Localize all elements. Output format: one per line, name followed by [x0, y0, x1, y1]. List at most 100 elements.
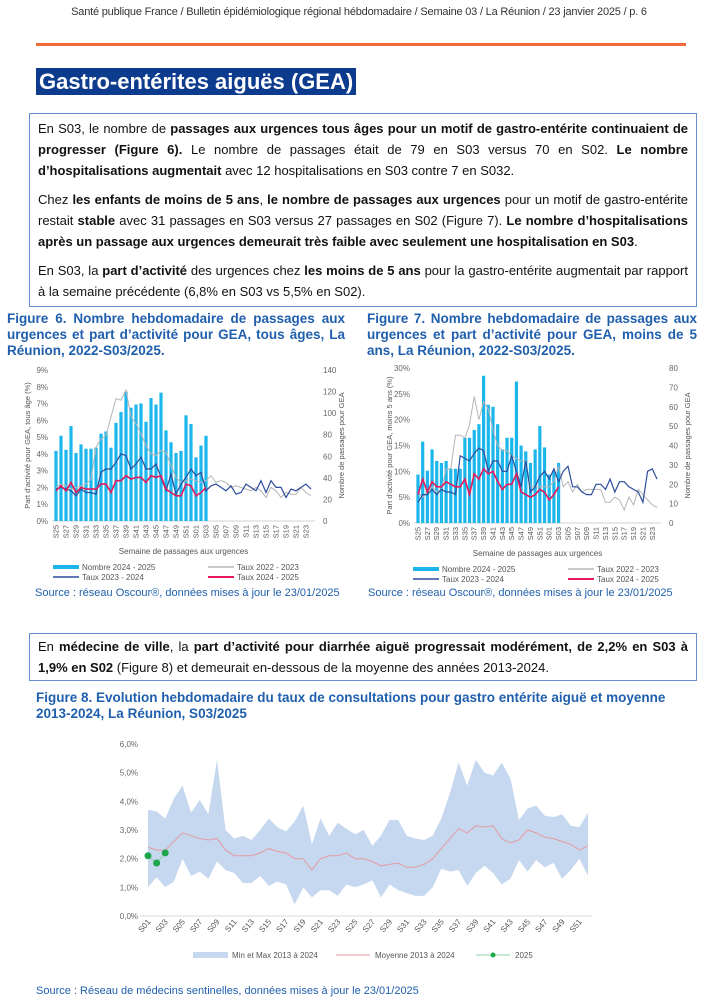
y2-tick-label: 20: [323, 495, 332, 504]
y-tick-label: 0%: [36, 517, 48, 526]
y2-tick-label: 140: [323, 366, 337, 375]
bar: [184, 415, 188, 521]
y2-tick-label: 80: [323, 431, 332, 440]
legend-label: Taux 2024 - 2025: [237, 573, 299, 582]
bar: [119, 412, 123, 521]
legend-label: Nombre 2024 - 2025: [82, 563, 156, 572]
bold-text: stable: [77, 213, 116, 228]
bar: [189, 423, 193, 521]
x-tick-label: S31: [82, 525, 91, 538]
bar: [154, 404, 158, 521]
paragraph: En S03, le nombre de passages aux urgenc…: [38, 118, 688, 181]
x-tick-label: S49: [172, 525, 181, 538]
paragraph: Chez les enfants de moins de 5 ans, le n…: [38, 189, 688, 252]
x-tick-label: S09: [232, 525, 241, 538]
y-tick-label: 7%: [36, 400, 48, 409]
bar: [134, 404, 138, 521]
bold-text: passages aux urgences tous âges pour un …: [38, 121, 689, 157]
x-tick-label: S51: [182, 525, 191, 538]
bar: [54, 450, 58, 521]
y-tick-label: 9%: [36, 366, 48, 375]
text: En: [38, 639, 60, 654]
y-tick-label: 5%: [36, 433, 48, 442]
x-tick-label: S15: [262, 525, 271, 538]
text: avec 12 hospitalisations en S03 contre 7…: [221, 163, 515, 178]
series-line: [55, 474, 207, 497]
bold-text: les moins de 5 ans: [304, 263, 421, 278]
y-tick-label: 3%: [36, 467, 48, 476]
bar: [89, 448, 93, 521]
x-axis-title: Semaine de passages aux urgences: [119, 547, 248, 556]
x-tick-label: S35: [102, 525, 111, 538]
figure-8-title: Figure 8. Evolution hebdomadaire du taux…: [36, 690, 666, 721]
bar: [129, 407, 133, 521]
x-tick-label: S21: [292, 525, 301, 538]
bar: [149, 398, 153, 521]
bold-text: médecine de ville: [59, 639, 170, 654]
bar: [194, 457, 198, 521]
x-tick-label: S01: [192, 525, 201, 538]
text: pour la gastro-entérite augmentait par r…: [38, 263, 688, 299]
figure-7-title: Figure 7. Nombre hebdomadaire de passage…: [367, 311, 697, 358]
y2-tick-label: 100: [323, 409, 337, 418]
bar: [144, 421, 148, 521]
paragraph: En médecine de ville, la part d’activité…: [38, 636, 688, 678]
text: En S03, le nombre de: [38, 121, 171, 136]
header-divider: [36, 43, 686, 46]
bar: [139, 403, 143, 521]
text: ,: [259, 192, 268, 207]
paragraph: En S03, la part d’activité des urgences …: [38, 260, 688, 302]
text: Le nombre de passages était de 79 en S03…: [182, 142, 617, 157]
bold-text: part d’activité pour diarrhée aiguë prog…: [38, 639, 688, 675]
bar: [159, 392, 163, 521]
y2-tick-label: 40: [323, 474, 332, 483]
bar: [204, 435, 208, 521]
figure-6-title: Figure 6. Nombre hebdomadaire de passage…: [7, 311, 345, 358]
y2-tick-label: 120: [323, 388, 337, 397]
legend-label: Taux 2023 - 2024: [82, 573, 144, 582]
bar: [104, 431, 108, 521]
bar: [199, 445, 203, 521]
x-tick-label: S17: [272, 525, 281, 538]
ville-text-box: En médecine de ville, la part d’activité…: [29, 633, 697, 681]
bar: [169, 442, 173, 521]
y-tick-label: 1%: [36, 500, 48, 509]
text: Chez: [38, 192, 73, 207]
text: .: [634, 234, 638, 249]
bar: [94, 447, 98, 521]
bar: [114, 422, 118, 521]
page-header: Santé publique France / Bulletin épidémi…: [71, 6, 647, 18]
figure-6-source: Source : réseau Oscour®, données mises à…: [35, 587, 340, 599]
y-tick-label: 8%: [36, 383, 48, 392]
x-tick-label: S23: [302, 525, 311, 538]
bold-text: les enfants de moins de 5 ans: [72, 192, 260, 207]
x-tick-label: S03: [202, 525, 211, 538]
bold-text: Le nombre d’hospitalisations après un pa…: [38, 213, 689, 249]
y-tick-label: 4%: [36, 450, 48, 459]
bold-text: part d’activité: [102, 263, 188, 278]
legend-label: Taux 2022 - 2023: [237, 563, 299, 572]
text: pour un motif de gastro-entérite restait: [38, 192, 688, 228]
text: des urgences chez: [187, 263, 305, 278]
text: avec 31 passages en S03 versus 27 passag…: [115, 213, 507, 228]
x-tick-label: S29: [72, 525, 81, 538]
figure-8-source: Source : Réseau de médecins sentinelles,…: [36, 985, 419, 997]
x-tick-label: S45: [152, 525, 161, 538]
x-tick-label: S37: [112, 525, 121, 538]
text: (Figure 8) et demeurait en-dessous de la…: [113, 660, 549, 675]
bold-text: le nombre de passages aux urgences: [267, 192, 501, 207]
bar: [59, 435, 63, 521]
y2-axis-title: Nombre de passages pour GEA: [337, 392, 346, 498]
bar: [164, 430, 168, 521]
bar: [174, 453, 178, 521]
series-line: [55, 453, 312, 499]
summary-text-box: En S03, le nombre de passages aux urgenc…: [29, 113, 697, 307]
x-tick-label: S39: [122, 525, 131, 538]
x-tick-label: S47: [162, 525, 171, 538]
bar: [109, 447, 113, 521]
x-tick-label: S43: [142, 525, 151, 538]
x-tick-label: S41: [132, 525, 141, 538]
bar: [69, 426, 73, 521]
